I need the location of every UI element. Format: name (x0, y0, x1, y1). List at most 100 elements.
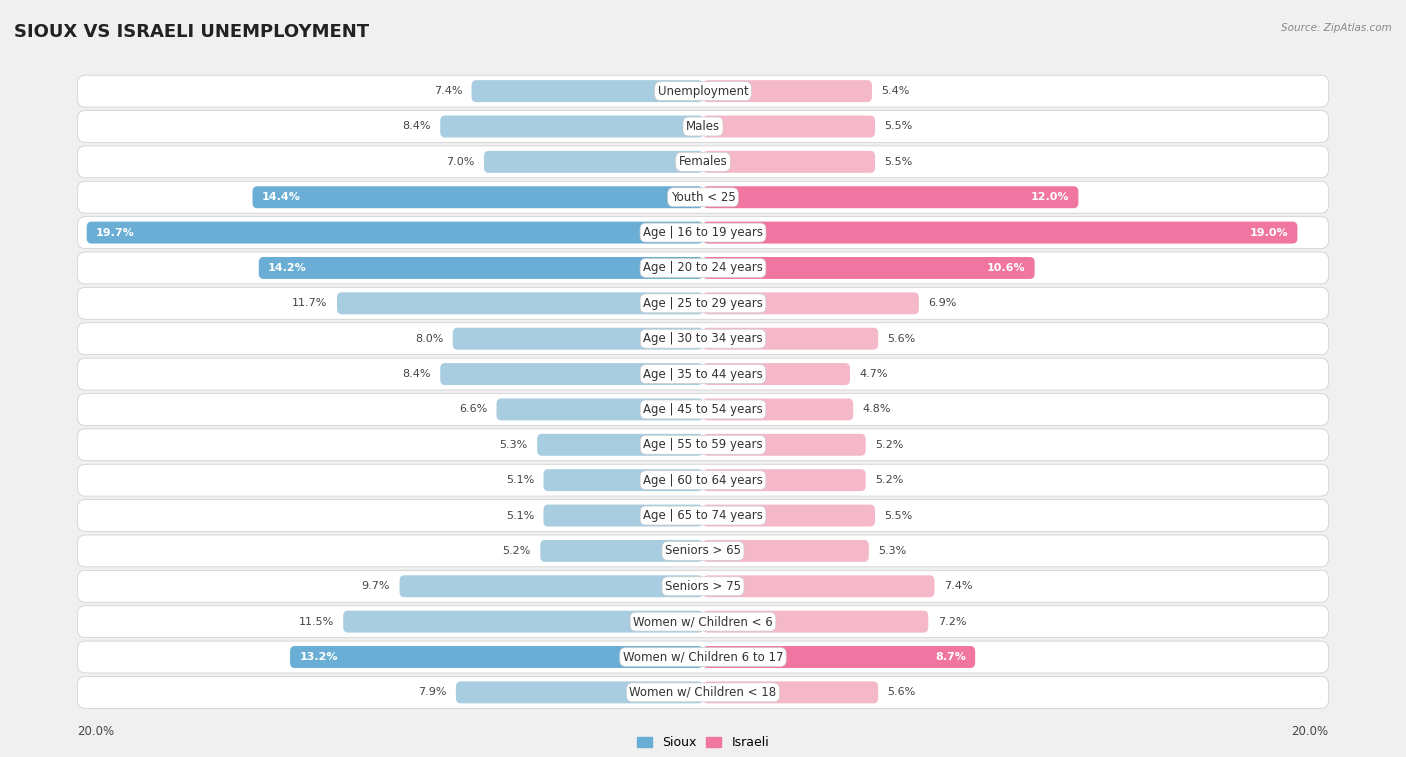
Text: Males: Males (686, 120, 720, 133)
FancyBboxPatch shape (703, 151, 875, 173)
FancyBboxPatch shape (77, 535, 1329, 567)
Text: 5.5%: 5.5% (884, 510, 912, 521)
Text: 7.9%: 7.9% (418, 687, 447, 697)
Text: 11.7%: 11.7% (292, 298, 328, 308)
Text: Seniors > 75: Seniors > 75 (665, 580, 741, 593)
Text: 5.6%: 5.6% (887, 687, 915, 697)
FancyBboxPatch shape (703, 116, 875, 138)
Text: 9.7%: 9.7% (361, 581, 391, 591)
FancyBboxPatch shape (77, 182, 1329, 213)
Text: 5.3%: 5.3% (499, 440, 527, 450)
Text: Females: Females (679, 155, 727, 168)
FancyBboxPatch shape (540, 540, 703, 562)
FancyBboxPatch shape (343, 611, 703, 633)
Text: 7.0%: 7.0% (446, 157, 475, 167)
FancyBboxPatch shape (544, 505, 703, 527)
FancyBboxPatch shape (77, 641, 1329, 673)
FancyBboxPatch shape (703, 575, 935, 597)
FancyBboxPatch shape (537, 434, 703, 456)
FancyBboxPatch shape (471, 80, 703, 102)
Text: 6.6%: 6.6% (458, 404, 486, 414)
FancyBboxPatch shape (703, 540, 869, 562)
FancyBboxPatch shape (703, 505, 875, 527)
FancyBboxPatch shape (253, 186, 703, 208)
FancyBboxPatch shape (77, 252, 1329, 284)
FancyBboxPatch shape (703, 398, 853, 420)
FancyBboxPatch shape (703, 681, 879, 703)
Text: Women w/ Children < 6: Women w/ Children < 6 (633, 615, 773, 628)
FancyBboxPatch shape (703, 611, 928, 633)
Text: 5.1%: 5.1% (506, 510, 534, 521)
Text: 6.9%: 6.9% (928, 298, 956, 308)
Text: 12.0%: 12.0% (1031, 192, 1069, 202)
Text: 5.3%: 5.3% (879, 546, 907, 556)
Text: 5.1%: 5.1% (506, 475, 534, 485)
Text: Age | 60 to 64 years: Age | 60 to 64 years (643, 474, 763, 487)
FancyBboxPatch shape (337, 292, 703, 314)
Text: 8.4%: 8.4% (402, 369, 430, 379)
FancyBboxPatch shape (703, 292, 920, 314)
FancyBboxPatch shape (440, 363, 703, 385)
Text: 7.4%: 7.4% (433, 86, 463, 96)
Text: 5.4%: 5.4% (882, 86, 910, 96)
Text: 8.7%: 8.7% (935, 652, 966, 662)
Text: 14.4%: 14.4% (262, 192, 301, 202)
Text: Age | 30 to 34 years: Age | 30 to 34 years (643, 332, 763, 345)
Text: 5.6%: 5.6% (887, 334, 915, 344)
FancyBboxPatch shape (77, 322, 1329, 354)
Text: 20.0%: 20.0% (1292, 725, 1329, 738)
Text: Age | 35 to 44 years: Age | 35 to 44 years (643, 368, 763, 381)
FancyBboxPatch shape (77, 677, 1329, 709)
Text: Age | 65 to 74 years: Age | 65 to 74 years (643, 509, 763, 522)
FancyBboxPatch shape (453, 328, 703, 350)
Text: 7.4%: 7.4% (943, 581, 973, 591)
Text: 5.5%: 5.5% (884, 157, 912, 167)
Text: Seniors > 65: Seniors > 65 (665, 544, 741, 557)
FancyBboxPatch shape (77, 358, 1329, 390)
FancyBboxPatch shape (77, 464, 1329, 496)
Text: Source: ZipAtlas.com: Source: ZipAtlas.com (1281, 23, 1392, 33)
Text: Age | 25 to 29 years: Age | 25 to 29 years (643, 297, 763, 310)
Text: Women w/ Children < 18: Women w/ Children < 18 (630, 686, 776, 699)
FancyBboxPatch shape (703, 186, 1078, 208)
FancyBboxPatch shape (77, 570, 1329, 602)
FancyBboxPatch shape (77, 606, 1329, 637)
FancyBboxPatch shape (703, 469, 866, 491)
Text: 20.0%: 20.0% (77, 725, 114, 738)
Text: Age | 55 to 59 years: Age | 55 to 59 years (643, 438, 763, 451)
Text: 14.2%: 14.2% (269, 263, 307, 273)
Text: 5.2%: 5.2% (502, 546, 531, 556)
Text: SIOUX VS ISRAELI UNEMPLOYMENT: SIOUX VS ISRAELI UNEMPLOYMENT (14, 23, 370, 41)
Text: 19.7%: 19.7% (96, 228, 135, 238)
FancyBboxPatch shape (703, 257, 1035, 279)
Text: Age | 20 to 24 years: Age | 20 to 24 years (643, 261, 763, 275)
FancyBboxPatch shape (703, 328, 879, 350)
Text: 4.7%: 4.7% (859, 369, 889, 379)
FancyBboxPatch shape (703, 80, 872, 102)
FancyBboxPatch shape (77, 500, 1329, 531)
Legend: Sioux, Israeli: Sioux, Israeli (631, 731, 775, 755)
Text: 8.4%: 8.4% (402, 121, 430, 132)
FancyBboxPatch shape (703, 222, 1298, 244)
FancyBboxPatch shape (544, 469, 703, 491)
Text: 5.2%: 5.2% (875, 440, 904, 450)
Text: 8.0%: 8.0% (415, 334, 443, 344)
FancyBboxPatch shape (703, 363, 851, 385)
Text: 5.2%: 5.2% (875, 475, 904, 485)
FancyBboxPatch shape (87, 222, 703, 244)
Text: 13.2%: 13.2% (299, 652, 337, 662)
FancyBboxPatch shape (77, 394, 1329, 425)
FancyBboxPatch shape (440, 116, 703, 138)
FancyBboxPatch shape (77, 217, 1329, 248)
Text: Age | 45 to 54 years: Age | 45 to 54 years (643, 403, 763, 416)
FancyBboxPatch shape (77, 429, 1329, 461)
Text: 10.6%: 10.6% (987, 263, 1025, 273)
FancyBboxPatch shape (77, 288, 1329, 319)
FancyBboxPatch shape (456, 681, 703, 703)
FancyBboxPatch shape (484, 151, 703, 173)
Text: 7.2%: 7.2% (938, 617, 966, 627)
Text: 19.0%: 19.0% (1250, 228, 1288, 238)
Text: 5.5%: 5.5% (884, 121, 912, 132)
Text: 11.5%: 11.5% (298, 617, 333, 627)
Text: 4.8%: 4.8% (862, 404, 891, 414)
